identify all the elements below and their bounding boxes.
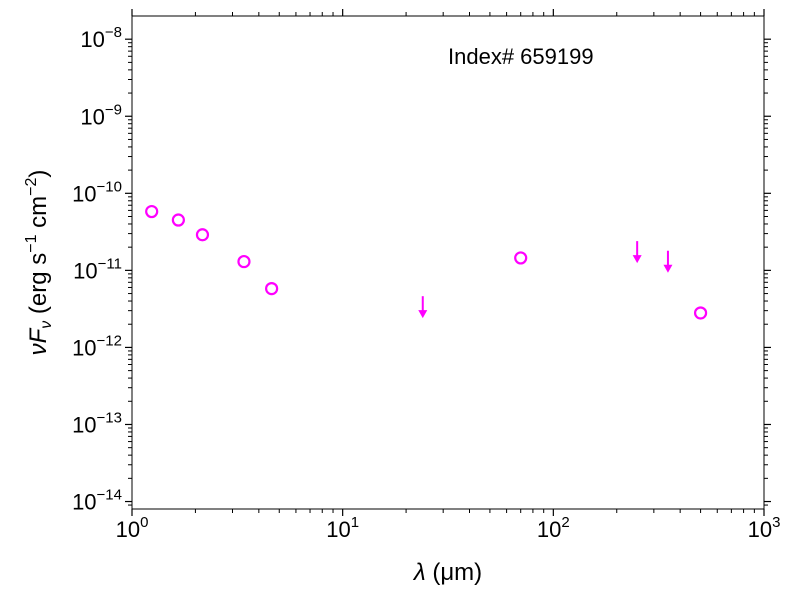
y-tick-label-base: 10 <box>73 258 97 283</box>
y-tick-label-base: 10 <box>80 27 104 52</box>
data-marks <box>145 204 708 320</box>
y-tick-label-exp: −11 <box>98 255 122 272</box>
minor-ticks <box>128 12 768 513</box>
y-tick-label: 10−13 <box>72 409 122 437</box>
y-tick-label-exp: −13 <box>97 409 122 426</box>
x-axis-label-symbol: λ <box>412 559 426 586</box>
y-tick-label: 10−8 <box>80 24 122 52</box>
y-axis-label-unit2: cm <box>25 196 52 235</box>
y-tick-label-base: 10 <box>72 412 96 437</box>
y-tick-label-exp: −14 <box>97 487 122 504</box>
x-tick-label-base: 10 <box>748 517 772 542</box>
y-axis-label-sup1: −1 <box>23 234 40 252</box>
data-point <box>514 251 528 265</box>
data-point <box>195 228 210 242</box>
x-tick-label-exp: 1 <box>351 514 359 531</box>
x-tick-label: 103 <box>748 514 781 542</box>
x-tick-label-exp: 2 <box>561 514 569 531</box>
y-tick-label-base: 10 <box>72 490 96 515</box>
major-ticks <box>125 9 771 516</box>
upper-limit-head <box>632 255 642 264</box>
y-tick-label-base: 10 <box>72 181 96 206</box>
data-point <box>693 306 708 320</box>
data-point <box>237 254 251 269</box>
data-point <box>145 204 159 219</box>
y-tick-label: 10−12 <box>72 332 122 360</box>
upper-limit-arrow <box>663 250 673 273</box>
y-axis-label-unit1: (erg s <box>25 253 52 321</box>
y-tick-label-exp: −8 <box>105 24 122 41</box>
upper-limit-arrow <box>632 241 642 264</box>
y-tick-label-exp: −12 <box>97 332 122 349</box>
y-tick-label: 10−10 <box>72 178 122 206</box>
y-tick-label-exp: −9 <box>105 101 122 118</box>
x-axis-label-unit: (μm) <box>426 559 482 586</box>
x-tick-label: 101 <box>326 514 359 542</box>
y-axis-label-sub: ν <box>38 321 55 329</box>
x-tick-label: 102 <box>537 514 570 542</box>
x-tick-labels: 100 101 102 103 <box>116 514 781 542</box>
x-tick-label-base: 10 <box>116 517 140 542</box>
x-tick-label-exp: 3 <box>772 514 780 531</box>
y-tick-label-exp: −10 <box>97 178 122 195</box>
y-axis-label: νFν (erg s−1 cm−2) <box>23 170 55 356</box>
y-tick-label-base: 10 <box>72 335 96 360</box>
y-axis-label-sup2: −2 <box>23 177 40 195</box>
y-axis-label-end: ) <box>25 170 52 178</box>
data-point <box>265 281 279 296</box>
upper-limit-arrow <box>418 296 428 319</box>
upper-limit-head <box>663 264 673 273</box>
x-tick-label-exp: 0 <box>140 514 148 531</box>
y-axis-label-symbol: νF <box>25 327 52 355</box>
data-point <box>171 213 185 227</box>
y-tick-label: 10−11 <box>73 255 122 283</box>
x-tick-label-base: 10 <box>537 517 561 542</box>
plot-frame <box>131 15 765 510</box>
y-tick-label: 10−14 <box>72 487 122 515</box>
y-tick-label-base: 10 <box>80 104 104 129</box>
y-tick-label: 10−9 <box>80 101 122 129</box>
upper-limit-head <box>418 310 428 319</box>
x-tick-label: 100 <box>116 514 149 542</box>
index-annotation: Index# 659199 <box>448 44 594 69</box>
x-axis-label: λ (μm) <box>412 559 482 586</box>
x-tick-label-base: 10 <box>326 517 350 542</box>
